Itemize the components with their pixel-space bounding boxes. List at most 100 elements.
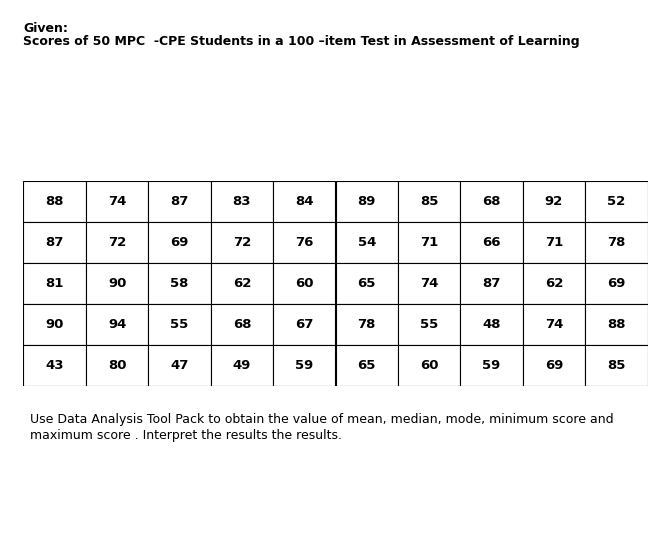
Bar — [273, 222, 336, 263]
Bar — [585, 263, 648, 304]
Text: 74: 74 — [545, 318, 563, 332]
Text: 60: 60 — [295, 277, 313, 290]
Text: 74: 74 — [420, 277, 438, 290]
Text: 71: 71 — [420, 236, 438, 249]
Text: 87: 87 — [482, 277, 501, 290]
Text: 87: 87 — [170, 195, 189, 208]
Text: 69: 69 — [607, 277, 625, 290]
Bar — [398, 345, 460, 386]
Bar — [398, 222, 460, 263]
Bar — [23, 263, 86, 304]
Text: 68: 68 — [482, 195, 501, 208]
Text: 74: 74 — [108, 195, 126, 208]
Bar — [336, 345, 398, 386]
Bar — [585, 181, 648, 222]
Bar — [211, 181, 273, 222]
Text: 71: 71 — [545, 236, 563, 249]
Text: Given:: Given: — [23, 22, 68, 35]
Bar — [460, 222, 523, 263]
Text: 69: 69 — [170, 236, 189, 249]
Text: 58: 58 — [170, 277, 189, 290]
Bar — [86, 345, 148, 386]
Bar — [523, 345, 585, 386]
Bar — [523, 304, 585, 345]
Bar — [86, 263, 148, 304]
Bar — [86, 181, 148, 222]
Bar — [148, 222, 211, 263]
Text: 60: 60 — [420, 359, 438, 373]
Bar — [585, 304, 648, 345]
Bar — [460, 345, 523, 386]
Bar — [460, 181, 523, 222]
Text: 90: 90 — [108, 277, 126, 290]
Text: 72: 72 — [108, 236, 126, 249]
Text: Use Data Analysis Tool Pack to obtain the value of mean, median, mode, minimum s: Use Data Analysis Tool Pack to obtain th… — [30, 413, 614, 426]
Text: 54: 54 — [358, 236, 376, 249]
Text: 68: 68 — [233, 318, 251, 332]
Text: 43: 43 — [46, 359, 64, 373]
Bar — [273, 345, 336, 386]
Bar — [460, 263, 523, 304]
Text: 62: 62 — [233, 277, 251, 290]
Bar — [523, 222, 585, 263]
Text: 69: 69 — [545, 359, 563, 373]
Bar — [460, 304, 523, 345]
Text: 65: 65 — [358, 359, 376, 373]
Bar — [273, 304, 336, 345]
Bar — [86, 222, 148, 263]
Bar — [211, 345, 273, 386]
Text: 62: 62 — [545, 277, 563, 290]
Text: 83: 83 — [233, 195, 251, 208]
Bar — [211, 304, 273, 345]
Bar — [23, 181, 86, 222]
Bar — [148, 304, 211, 345]
Text: 55: 55 — [170, 318, 189, 332]
Bar — [336, 181, 398, 222]
Text: 52: 52 — [607, 195, 625, 208]
Bar — [336, 304, 398, 345]
Text: 88: 88 — [46, 195, 64, 208]
Text: 92: 92 — [545, 195, 563, 208]
Bar — [148, 263, 211, 304]
Bar — [23, 304, 86, 345]
Bar — [273, 263, 336, 304]
Text: 49: 49 — [233, 359, 251, 373]
Text: 85: 85 — [420, 195, 438, 208]
Bar — [398, 304, 460, 345]
Text: 48: 48 — [482, 318, 501, 332]
Bar — [398, 263, 460, 304]
Text: 55: 55 — [420, 318, 438, 332]
Text: 78: 78 — [358, 318, 376, 332]
Text: 67: 67 — [295, 318, 313, 332]
Text: 88: 88 — [607, 318, 625, 332]
Text: 94: 94 — [108, 318, 126, 332]
Bar — [523, 181, 585, 222]
Bar — [148, 345, 211, 386]
Bar — [336, 222, 398, 263]
Text: 59: 59 — [482, 359, 501, 373]
Bar — [273, 181, 336, 222]
Text: 66: 66 — [482, 236, 501, 249]
Text: 59: 59 — [295, 359, 313, 373]
Text: 78: 78 — [607, 236, 625, 249]
Text: 90: 90 — [46, 318, 64, 332]
Text: 87: 87 — [46, 236, 64, 249]
Text: 89: 89 — [358, 195, 376, 208]
Text: Scores of 50 MPC  -CPE Students in a 100 –item Test in Assessment of Learning: Scores of 50 MPC -CPE Students in a 100 … — [23, 35, 580, 47]
Text: maximum score . Interpret the results the results.: maximum score . Interpret the results th… — [30, 429, 342, 442]
Bar — [585, 345, 648, 386]
Bar — [23, 222, 86, 263]
Text: 76: 76 — [295, 236, 313, 249]
Bar — [336, 263, 398, 304]
Text: 80: 80 — [108, 359, 126, 373]
Bar — [523, 263, 585, 304]
Bar — [211, 263, 273, 304]
Bar — [211, 222, 273, 263]
Text: 85: 85 — [607, 359, 625, 373]
Bar — [148, 181, 211, 222]
Text: 84: 84 — [295, 195, 313, 208]
Bar — [398, 181, 460, 222]
Bar — [23, 345, 86, 386]
Text: 47: 47 — [170, 359, 189, 373]
Bar — [86, 304, 148, 345]
